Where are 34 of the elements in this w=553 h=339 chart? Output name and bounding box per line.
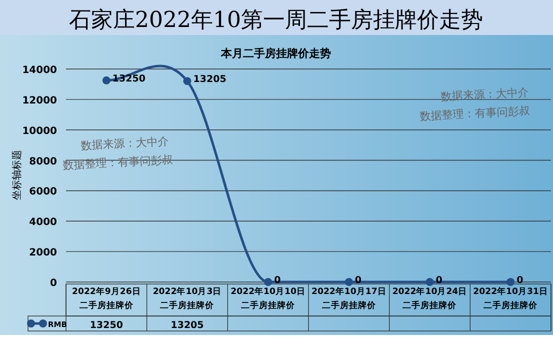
data-label: 0	[274, 275, 282, 286]
y-tick-label: 6000	[29, 186, 58, 198]
annotation: 数据整理：有事问彭叔	[62, 153, 174, 172]
data-label: 13250	[112, 73, 146, 84]
point	[426, 278, 434, 286]
y-tick-label: 10000	[22, 126, 58, 137]
chart-subtitle: 本月二手房挂牌价走势	[220, 47, 331, 60]
y-tick-label: 12000	[22, 95, 58, 106]
data-label: 13205	[193, 74, 226, 86]
text: 13205	[170, 320, 204, 331]
y-tick-label: 0	[50, 278, 58, 289]
point	[183, 77, 192, 86]
y-tick-label: 4000	[29, 217, 58, 228]
x-tick-label: 2022年10月24日二手房挂牌价	[391, 286, 468, 313]
point	[344, 278, 353, 286]
annotation: 数据整理：有事问彭叔	[420, 104, 530, 123]
text: 13250	[90, 320, 123, 331]
data-label: 0	[354, 275, 362, 286]
annotation: 数据来源：大中介	[440, 86, 530, 104]
x-tick-label: 2022年10月17日二手房挂牌价	[310, 286, 388, 313]
annotation: 数据来源：大中介	[80, 134, 170, 152]
data-label: 0	[436, 275, 443, 286]
x-tick-label: 2022年10月10日二手房挂牌价	[230, 286, 306, 313]
y-tick-label: 2000	[29, 248, 58, 259]
point	[506, 278, 515, 286]
y-axis-title: 坐标轴标题	[11, 150, 23, 200]
x-tick-label: 2022年10月3日二手房挂牌价	[152, 286, 223, 313]
point	[102, 76, 110, 84]
y-tick-label: 14000	[22, 65, 58, 76]
y-tick-label: 8000	[29, 156, 58, 168]
x-tick-label: 2022年9月26日二手房挂牌价	[70, 286, 142, 313]
point	[264, 278, 272, 286]
x-tick-label: 2022年10月31日二手房挂牌价	[472, 286, 549, 313]
chart-title: 石家庄2022年10第一周二手房挂牌价走势	[69, 8, 483, 33]
